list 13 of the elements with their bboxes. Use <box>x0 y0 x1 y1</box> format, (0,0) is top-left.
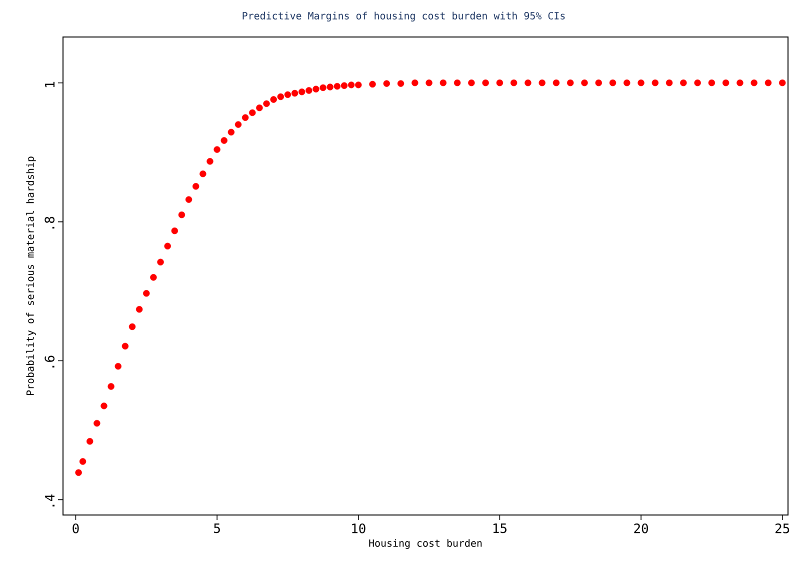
x-axis-title: Housing cost burden <box>369 539 482 549</box>
x-tick-label: 25 <box>776 524 790 534</box>
chart-title: Predictive Margins of housing cost burden with 95% CIs <box>242 12 565 22</box>
y-tick-label: .8 <box>44 216 54 228</box>
y-tick-label: .6 <box>44 356 54 368</box>
y-tick-label: .4 <box>45 494 54 506</box>
x-tick-label: 0 <box>72 524 79 534</box>
x-tick-label: 5 <box>214 524 220 534</box>
x-tick-label: 15 <box>493 524 506 534</box>
y-tick-label: 1 <box>45 82 54 88</box>
y-axis-title: Probability of serious material hardship <box>26 156 36 395</box>
x-tick-label: 10 <box>352 524 366 534</box>
x-tick-label: 20 <box>634 524 648 534</box>
